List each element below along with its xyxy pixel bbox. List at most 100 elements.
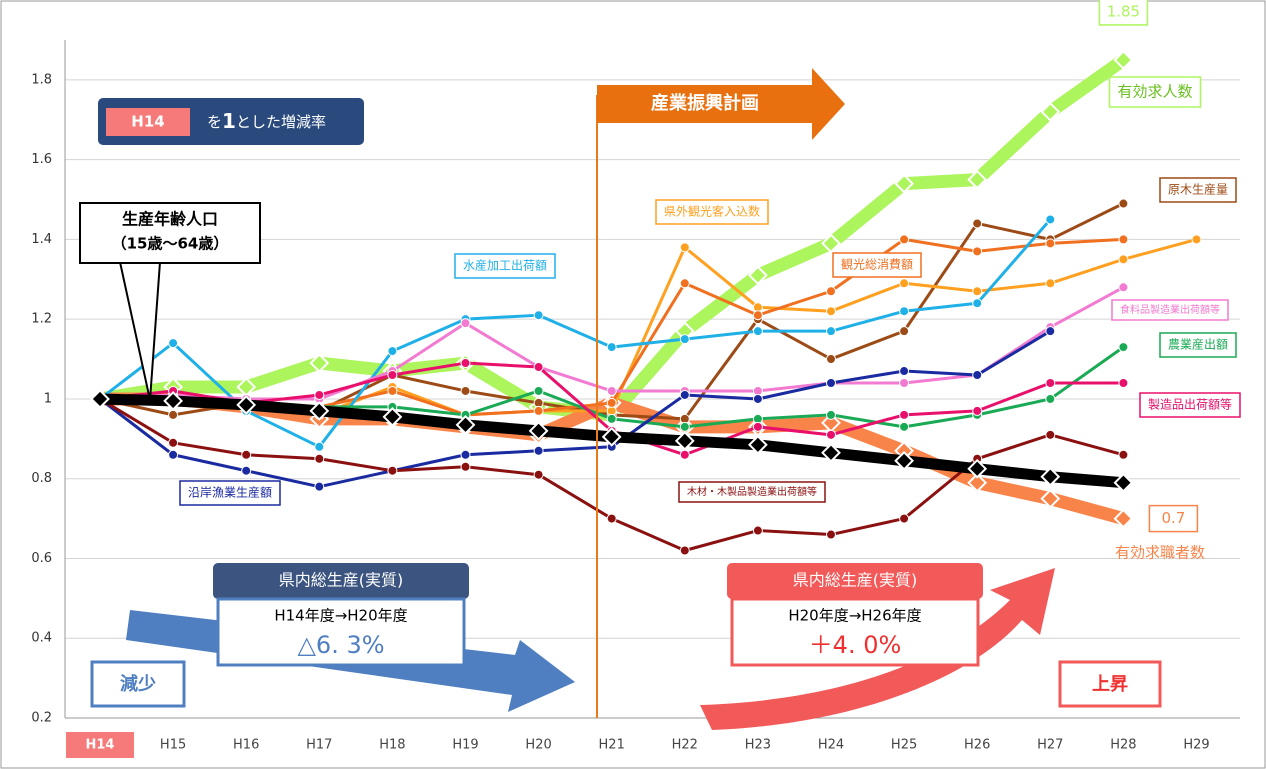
point <box>168 338 179 349</box>
point <box>1045 278 1056 289</box>
base-note-badge <box>106 108 190 136</box>
point <box>1113 50 1134 70</box>
point <box>236 377 257 397</box>
point <box>1118 282 1129 293</box>
point <box>314 441 325 452</box>
point <box>1118 234 1129 245</box>
x-tick-label: H21 <box>599 738 625 753</box>
x-tick-label: H24 <box>818 738 844 753</box>
point <box>674 321 695 342</box>
point <box>606 513 617 524</box>
point <box>826 326 836 337</box>
series-label-box <box>655 199 769 225</box>
point <box>748 434 768 455</box>
base-note-emph: 1 <box>222 109 236 133</box>
base-note-text2: とした増減率 <box>236 113 326 131</box>
point <box>1040 101 1061 122</box>
point <box>1045 214 1056 225</box>
gdp-left-change: △6. 3% <box>297 631 384 659</box>
point <box>826 529 836 540</box>
series-label-box <box>832 252 922 278</box>
point <box>314 453 325 464</box>
point <box>899 306 910 317</box>
point <box>752 421 763 432</box>
value-label-box <box>1148 504 1199 533</box>
y-tick-label: 0.8 <box>31 471 52 486</box>
point <box>168 409 179 420</box>
x-tick-label: H26 <box>964 738 990 753</box>
series-label: 製造品出荷額等 <box>1148 398 1232 412</box>
point <box>1040 488 1061 509</box>
point <box>168 437 179 448</box>
point <box>972 405 983 416</box>
point <box>533 445 544 456</box>
point <box>533 405 544 416</box>
increase-arrow <box>700 568 1055 730</box>
point <box>826 429 836 440</box>
series-label: 有効求職者数 <box>1115 544 1205 562</box>
series-label: 観光総消費額 <box>841 257 913 272</box>
series-label-box <box>1159 332 1237 358</box>
point <box>972 370 983 381</box>
point <box>387 346 398 357</box>
series-label: 原木生産量 <box>1168 182 1228 197</box>
point <box>460 385 471 396</box>
gdp-right-change: ＋4. 0% <box>809 631 902 659</box>
point <box>679 545 690 556</box>
point <box>899 366 910 377</box>
value-label: 1.85 <box>1107 2 1140 20</box>
series-label-box <box>1111 299 1229 321</box>
x-tick-label: H25 <box>891 738 917 753</box>
x-tick-label: H23 <box>745 738 771 753</box>
series-line <box>99 218 1052 449</box>
point <box>1118 342 1129 353</box>
point <box>674 430 695 451</box>
point <box>1040 466 1061 487</box>
series-label-box <box>454 253 556 279</box>
point <box>1191 234 1202 245</box>
point <box>826 306 836 317</box>
point <box>899 278 910 289</box>
y-tick-label: 0.2 <box>31 711 52 726</box>
gdp-left-title: 県内総生産(実質) <box>279 571 404 590</box>
point <box>1045 393 1056 404</box>
point <box>679 278 690 289</box>
point <box>387 385 398 396</box>
point <box>679 421 690 432</box>
series-label: 有効求人数 <box>1117 83 1192 101</box>
point <box>533 385 544 396</box>
point <box>826 377 836 388</box>
point <box>387 465 398 476</box>
point <box>899 409 910 420</box>
point <box>679 334 690 345</box>
trend-left-box <box>90 660 186 708</box>
point <box>606 413 617 424</box>
point <box>606 342 617 353</box>
value-label-box <box>1098 0 1149 26</box>
point <box>967 169 988 190</box>
point <box>236 395 257 415</box>
y-tick-label: 0.4 <box>31 631 52 646</box>
point <box>972 246 983 257</box>
point <box>972 286 983 297</box>
population-sub: （15歳～64歳） <box>112 235 229 253</box>
gdp-left-header <box>213 563 469 599</box>
point <box>314 389 325 400</box>
point <box>899 377 910 388</box>
point <box>533 469 544 480</box>
x-tick-badge <box>66 732 134 758</box>
point <box>899 234 910 245</box>
point <box>826 286 836 297</box>
x-tick-label: H18 <box>379 738 405 753</box>
gdp-right-header <box>727 563 983 599</box>
y-tick-label: 1.6 <box>31 152 52 167</box>
population-label: 生産年齢人口 <box>122 210 218 229</box>
point <box>821 442 841 463</box>
trend-right: 上昇 <box>1092 674 1128 695</box>
x-tick-label: H29 <box>1183 738 1209 753</box>
x-tick-label: H20 <box>525 738 551 753</box>
point <box>1118 377 1129 388</box>
series-label: 農業産出額 <box>1168 337 1228 352</box>
point <box>1113 508 1134 529</box>
point <box>1045 238 1056 249</box>
